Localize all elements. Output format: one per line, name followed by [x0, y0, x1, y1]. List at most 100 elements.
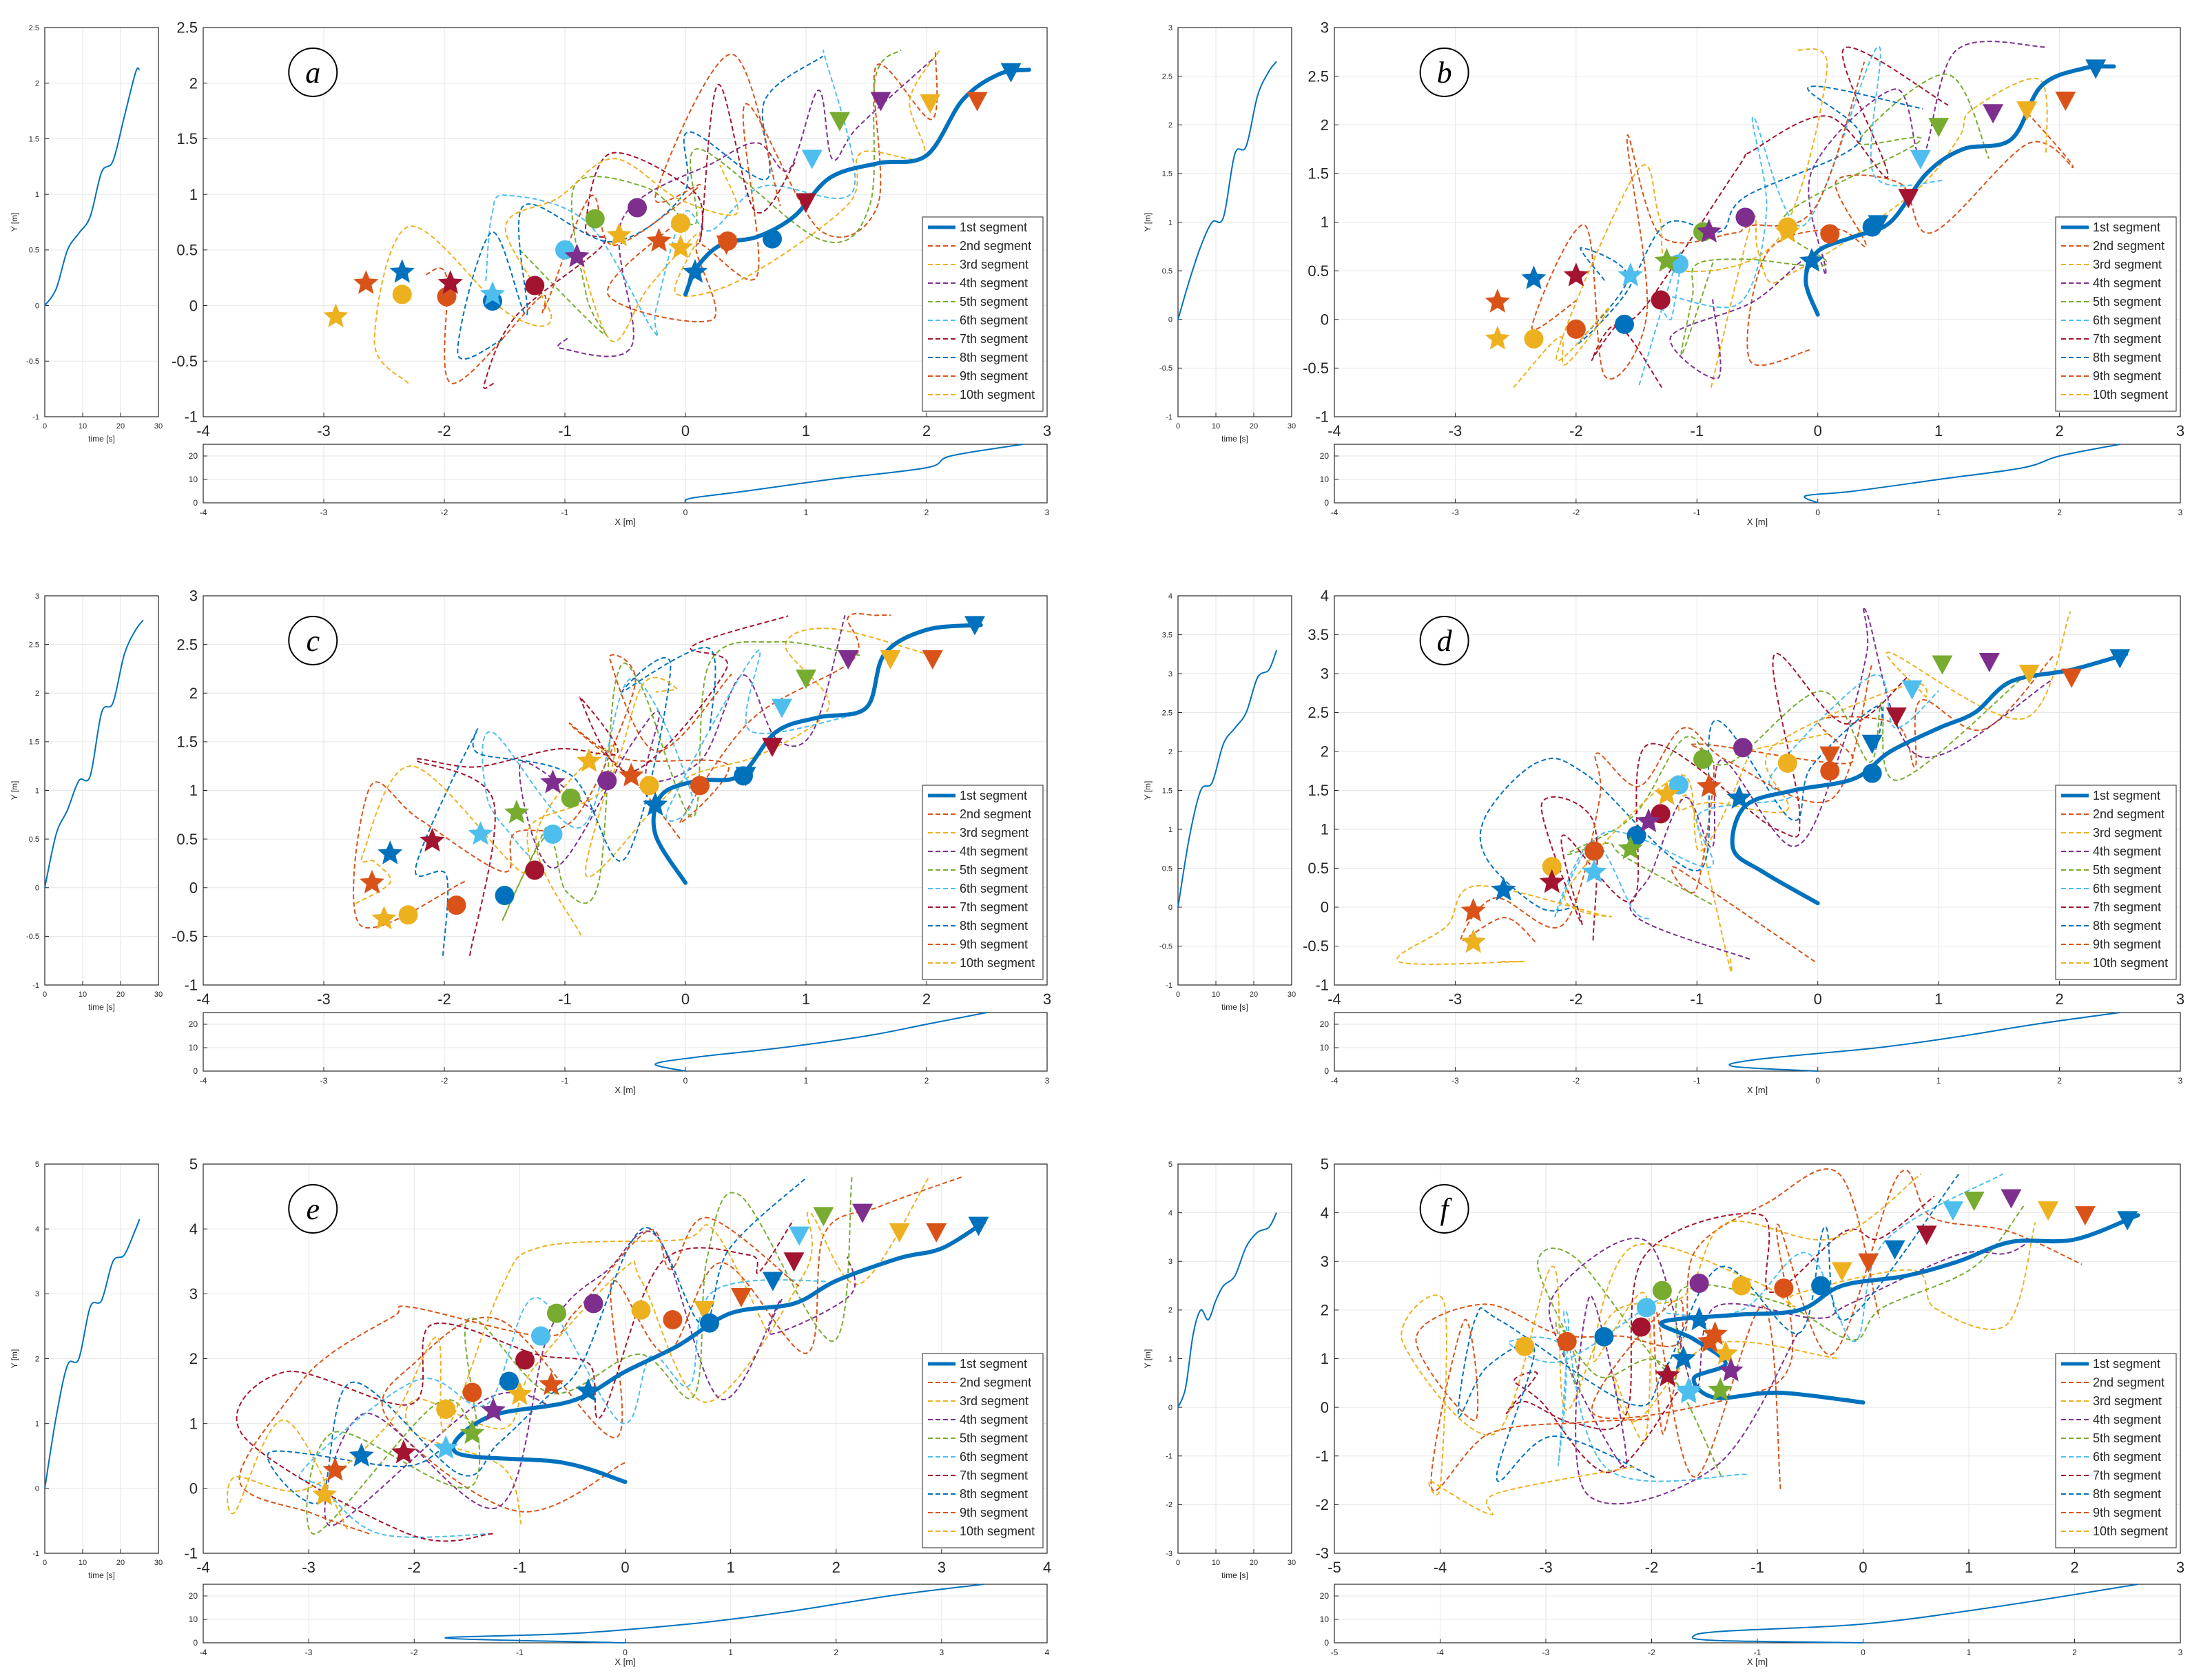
side-plot-c: 0 10 20 30 -1 -0.5 0 0.5 1 1.5 2 2.5 3 time [s] Y [m]	[10, 592, 163, 1012]
triangle-marker	[801, 149, 823, 169]
legend-entry: 10th segment	[2093, 388, 2168, 402]
tick-label-y: 0	[35, 302, 39, 310]
triangle-marker	[1916, 1225, 1937, 1245]
circle-marker	[1615, 314, 1635, 334]
star-marker	[606, 222, 632, 247]
star-marker	[312, 1482, 338, 1506]
legend-entry: 9th segment	[2093, 1506, 2161, 1520]
tick-label-x: -1	[1754, 1648, 1761, 1657]
star-marker	[468, 821, 493, 845]
tick-label-y: 1	[189, 186, 198, 203]
circle-marker	[1777, 753, 1797, 773]
tick-label-y: 2	[189, 1350, 198, 1367]
segment-5-line	[306, 1176, 853, 1535]
tick-label-x: -5	[1327, 1559, 1341, 1576]
tick-label-y: 0	[193, 1066, 198, 1076]
tick-label-y: -0.5	[172, 928, 198, 945]
legend-entry: 10th segment	[2093, 956, 2168, 970]
tick-label-x: 10	[1212, 1559, 1220, 1567]
tick-label-y: 2	[1321, 1302, 1329, 1319]
tick-label-x: -1	[1691, 422, 1704, 439]
triangle-marker	[1901, 680, 1923, 700]
tick-label-x: 30	[1288, 991, 1296, 999]
tick-label-y: -1	[1315, 1447, 1329, 1464]
tick-label-x: -3	[317, 991, 331, 1008]
segment-3-line	[576, 49, 941, 342]
star-marker	[1799, 248, 1824, 272]
tick-label-x: 2	[924, 1076, 929, 1086]
circle-marker	[525, 276, 545, 295]
circle-marker	[1636, 1298, 1656, 1318]
triangle-marker	[1928, 118, 1950, 138]
triangle-marker	[829, 112, 850, 132]
triangle-marker	[1858, 1253, 1879, 1273]
circle-marker	[546, 1303, 566, 1323]
legend-box	[922, 1353, 1044, 1548]
circle-marker	[515, 1350, 535, 1370]
triangle-marker	[2001, 1189, 2022, 1209]
tick-label-x: 0	[1814, 991, 1822, 1008]
tick-label-y: 3	[35, 1290, 39, 1298]
segment-2-line	[1671, 655, 2054, 962]
circle-marker	[1731, 1276, 1751, 1296]
legend-entry: 1st segment	[2093, 1357, 2160, 1371]
legend-entry: 1st segment	[960, 1357, 1027, 1371]
tick-label-x: -2	[1645, 1559, 1659, 1576]
bottom-series-line	[444, 1584, 984, 1643]
tick-label-x: 0	[1861, 1648, 1866, 1657]
tick-label-y: 4	[35, 1225, 39, 1234]
tick-label-x: 2	[922, 991, 931, 1008]
triangle-marker	[1978, 653, 2000, 673]
tick-label-x: -2	[407, 1559, 421, 1576]
legend-entry: 5th segment	[960, 295, 1028, 309]
star-marker	[323, 303, 349, 328]
tick-label-x: -2	[1569, 991, 1583, 1008]
tick-label-y: 0	[1321, 1399, 1329, 1416]
legend: 1st segment 2nd segment 3rd segment 4th seg…	[922, 216, 1044, 412]
legend-entry: 5th segment	[2093, 1431, 2161, 1445]
legend-entry: 10th segment	[960, 1524, 1035, 1538]
tick-label-x: 1	[1936, 508, 1941, 517]
segment-7-line	[483, 83, 796, 389]
tick-label-x: -2	[411, 1648, 418, 1657]
tick-label-y: 3	[1321, 1253, 1329, 1270]
segment-3-line	[1678, 611, 2071, 973]
tick-label-y: 1	[1168, 826, 1172, 834]
triangle-marker	[789, 1226, 810, 1246]
triangle-marker	[1942, 1201, 1963, 1221]
legend: 1st segment 2nd segment 3rd segment 4th seg…	[2055, 216, 2177, 412]
tick-label-y: 4	[1168, 1209, 1172, 1217]
legend-entry: 4th segment	[2093, 844, 2161, 858]
tick-label-x: 3	[1043, 422, 1051, 439]
triangle-marker	[796, 670, 816, 689]
tick-label-y: 1	[35, 787, 39, 795]
segment-4-line	[1548, 1237, 2026, 1505]
side-plot-d: 0 10 20 30 -1 -0.5 0 0.5 1 1.5 2 2.5 3 3.5 4 time [s] Y …	[1143, 592, 1296, 1012]
tick-label-x: 30	[1288, 1559, 1296, 1567]
circle-marker	[1820, 224, 1840, 244]
legend-entry: 2nd segment	[2093, 1376, 2164, 1389]
tick-label-y: 3	[189, 1285, 198, 1303]
legend-entry: 6th segment	[2093, 313, 2161, 327]
triangle-marker	[730, 1288, 752, 1308]
side-xlabel: time [s]	[88, 434, 115, 444]
bottom-axes-plot-area	[203, 1013, 1047, 1071]
circle-marker	[1652, 1280, 1672, 1300]
tick-label-y: 1.5	[1162, 170, 1172, 178]
segment-10-line	[227, 1224, 767, 1530]
tick-label-x: -1	[561, 1076, 569, 1086]
triangle-marker	[880, 650, 901, 670]
legend-box	[922, 785, 1044, 980]
segment-2-line	[1591, 1169, 2083, 1489]
tick-label-x: 1	[1936, 1076, 1941, 1086]
tick-label-x: 3	[938, 1559, 946, 1576]
tick-label-y: 4	[189, 1221, 198, 1238]
tick-label-x: 0	[1176, 991, 1180, 999]
triangle-marker	[2085, 59, 2107, 79]
tick-label-x: -1	[561, 508, 569, 517]
legend-box	[2055, 785, 2177, 980]
tick-label-y: -1	[1315, 977, 1329, 994]
star-marker	[1460, 929, 1486, 953]
triangle-marker	[1831, 1262, 1852, 1282]
tick-label-y: -1	[1166, 413, 1172, 422]
